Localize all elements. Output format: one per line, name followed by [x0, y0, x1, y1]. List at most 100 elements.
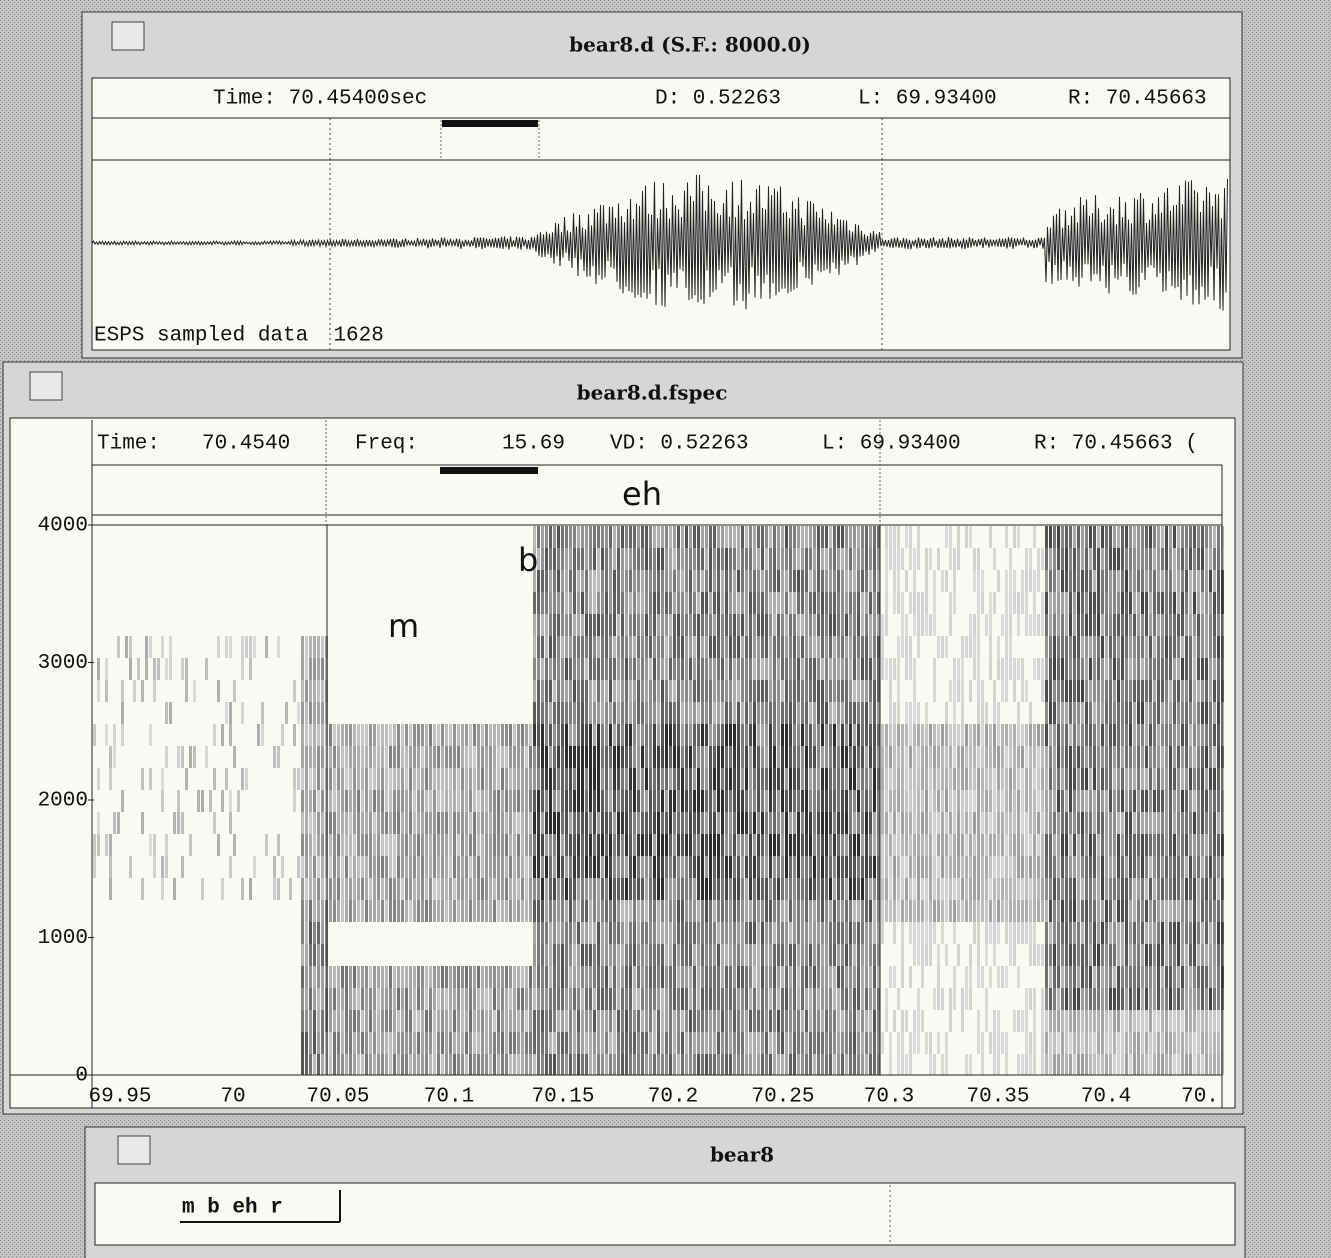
spectrogram-cell — [629, 614, 632, 636]
spectrogram-cell — [401, 724, 404, 746]
spectrogram-cell — [1009, 944, 1012, 966]
spectrogram-cell — [529, 856, 532, 878]
spectrogram-cell — [621, 988, 624, 1010]
spectrogram-cell — [785, 922, 788, 944]
spectrogram-cell — [1049, 790, 1052, 812]
spectrogram-cell — [617, 1032, 620, 1054]
spectrogram-cell — [705, 944, 708, 966]
time-readout: Time: 70.45400sec — [213, 88, 427, 111]
spectrogram-cell — [661, 636, 664, 658]
spectrogram-cell — [1089, 834, 1092, 856]
window-menu-button[interactable] — [29, 371, 63, 401]
spectrogram-cell — [681, 1010, 684, 1032]
spectrogram-cell — [341, 988, 344, 1010]
spectrogram-cell — [945, 856, 948, 878]
spectrogram-cell — [989, 526, 992, 548]
spectrogram-cell — [677, 658, 680, 680]
spectrogram-cell — [173, 812, 176, 834]
spectrogram-cell — [461, 856, 464, 878]
spectrogram-cell — [1209, 636, 1212, 658]
spectrogram-cell — [881, 922, 884, 944]
spectrogram-cell — [1157, 922, 1160, 944]
spectrogram-cell — [537, 922, 540, 944]
spectrogram-cell — [877, 856, 880, 878]
spectrogram-cell — [813, 812, 816, 834]
spectrogram-cell — [873, 636, 876, 658]
spectrogram-cell — [349, 900, 352, 922]
spectrogram-cell — [501, 724, 504, 746]
spectrogram-cell — [557, 790, 560, 812]
spectrogram-cell — [1105, 878, 1108, 900]
spectrogram-cell — [677, 702, 680, 724]
spectrogram-cell — [905, 878, 908, 900]
spectrogram-cell — [833, 900, 836, 922]
spectrogram-cell — [309, 966, 312, 988]
spectrogram-cell — [841, 636, 844, 658]
spectrogram-cell — [1045, 614, 1048, 636]
spectrogram-cell — [597, 680, 600, 702]
spectrogram-cell — [689, 922, 692, 944]
spectrogram-cell — [1193, 922, 1196, 944]
spectrogram-cell — [481, 790, 484, 812]
spectrogram-cell — [833, 636, 836, 658]
spectrogram-cell — [617, 944, 620, 966]
spectrogram-cell — [585, 790, 588, 812]
spectrogram-cell — [1041, 1054, 1044, 1075]
spectrogram-cell — [589, 526, 592, 548]
spectrogram-cell — [749, 658, 752, 680]
spectrogram-cell — [901, 1032, 904, 1054]
spectrogram-cell — [1193, 702, 1196, 724]
spectrogram-cell — [1101, 548, 1104, 570]
spectrogram-cell — [1005, 812, 1008, 834]
spectrogram-cell — [949, 790, 952, 812]
spectrogram-cell — [257, 724, 260, 746]
spectrogram-cell — [653, 834, 656, 856]
spectrogram-cell — [537, 1010, 540, 1032]
spectrogram-cell — [941, 1054, 944, 1075]
spectrogram-cell — [889, 1054, 892, 1075]
spectrogram-cell — [761, 922, 764, 944]
spectrogram-cell — [229, 724, 232, 746]
spectrogram-cell — [765, 658, 768, 680]
spectrogram-cell — [601, 768, 604, 790]
spectrogram-cell — [773, 570, 776, 592]
spectrogram-cell — [733, 570, 736, 592]
spectrogram-cell — [797, 768, 800, 790]
spectrogram-cell — [617, 856, 620, 878]
spectrogram-cell — [877, 702, 880, 724]
spectrogram-cell — [861, 1054, 864, 1075]
spectrogram-cell — [917, 1010, 920, 1032]
spectrogram-cell — [1165, 856, 1168, 878]
spectrogram-cell — [973, 856, 976, 878]
spectrogram-cell — [1213, 988, 1216, 1010]
spectrogram-cell — [721, 812, 724, 834]
spectrogram-cell — [1089, 746, 1092, 768]
spectrogram-cell — [417, 1010, 420, 1032]
spectrogram-cell — [713, 680, 716, 702]
spectrogram-cell — [929, 856, 932, 878]
window-menu-button[interactable] — [111, 21, 145, 51]
spectrogram-cell — [873, 966, 876, 988]
spectrogram-cell — [849, 966, 852, 988]
spectrogram-cell — [769, 856, 772, 878]
spectrogram-cell — [1185, 900, 1188, 922]
spectrogram-cell — [801, 702, 804, 724]
spectrogram-cell — [673, 680, 676, 702]
spectrogram-cell — [781, 922, 784, 944]
spectrogram-cell — [1145, 1032, 1148, 1054]
spectrogram-cell — [865, 702, 868, 724]
spectrogram-cell — [785, 812, 788, 834]
spectrogram-cell — [177, 746, 180, 768]
spectrogram-cell — [889, 768, 892, 790]
spectrogram-cell — [1169, 900, 1172, 922]
spectrogram-cell — [789, 988, 792, 1010]
spectrogram-cell — [1129, 570, 1132, 592]
spectrogram-cell — [1213, 526, 1216, 548]
spectrogram-cell — [1121, 680, 1124, 702]
spectrogram-cell — [617, 790, 620, 812]
spectrogram-cell — [773, 592, 776, 614]
spectrogram-cell — [701, 570, 704, 592]
spectrogram-cell — [629, 878, 632, 900]
spectrogram-cell — [1085, 680, 1088, 702]
spectrogram-cell — [401, 878, 404, 900]
